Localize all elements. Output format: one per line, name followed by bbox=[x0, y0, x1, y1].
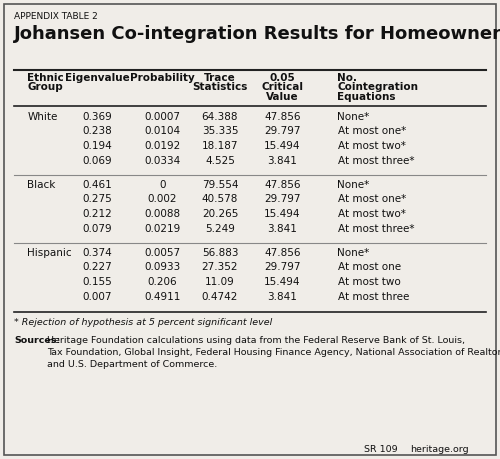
Text: 47.856: 47.856 bbox=[264, 248, 301, 258]
Text: 0.079: 0.079 bbox=[82, 224, 112, 234]
Text: 0.369: 0.369 bbox=[82, 112, 112, 122]
Text: 0.374: 0.374 bbox=[82, 248, 112, 258]
Text: 0.227: 0.227 bbox=[82, 263, 112, 273]
Text: 64.388: 64.388 bbox=[202, 112, 238, 122]
Text: 29.797: 29.797 bbox=[264, 263, 301, 273]
Text: SR 109: SR 109 bbox=[364, 445, 398, 454]
Text: 0.194: 0.194 bbox=[82, 141, 112, 151]
Text: 56.883: 56.883 bbox=[202, 248, 238, 258]
Text: 5.249: 5.249 bbox=[205, 224, 235, 234]
Text: 79.554: 79.554 bbox=[202, 180, 238, 190]
Text: None*: None* bbox=[338, 112, 370, 122]
Text: 47.856: 47.856 bbox=[264, 112, 301, 122]
Text: 3.841: 3.841 bbox=[268, 224, 298, 234]
Text: Black: Black bbox=[28, 180, 56, 190]
Text: At most two*: At most two* bbox=[338, 141, 406, 151]
Text: 0.0088: 0.0088 bbox=[144, 209, 180, 219]
Text: 0.069: 0.069 bbox=[82, 156, 112, 166]
Text: 3.841: 3.841 bbox=[268, 291, 298, 302]
Text: 40.578: 40.578 bbox=[202, 195, 238, 205]
Text: Heritage Foundation calculations using data from the Federal Reserve Bank of St.: Heritage Foundation calculations using d… bbox=[47, 336, 500, 369]
Text: * Rejection of hypothesis at 5 percent significant level: * Rejection of hypothesis at 5 percent s… bbox=[14, 318, 272, 327]
Text: White: White bbox=[28, 112, 58, 122]
Text: 0.155: 0.155 bbox=[82, 277, 112, 287]
Text: 15.494: 15.494 bbox=[264, 209, 301, 219]
Text: 0.0007: 0.0007 bbox=[144, 112, 180, 122]
Text: 0.461: 0.461 bbox=[82, 180, 112, 190]
Text: 0: 0 bbox=[159, 180, 166, 190]
FancyBboxPatch shape bbox=[4, 4, 496, 455]
Text: 47.856: 47.856 bbox=[264, 180, 301, 190]
Text: 18.187: 18.187 bbox=[202, 141, 238, 151]
Text: 4.525: 4.525 bbox=[205, 156, 235, 166]
Text: 29.797: 29.797 bbox=[264, 195, 301, 205]
Text: APPENDIX TABLE 2: APPENDIX TABLE 2 bbox=[14, 12, 98, 21]
Text: Hispanic: Hispanic bbox=[28, 248, 72, 258]
Text: heritage.org: heritage.org bbox=[410, 445, 469, 454]
Text: 0.4742: 0.4742 bbox=[202, 291, 238, 302]
Text: Cointegration: Cointegration bbox=[338, 83, 418, 93]
Text: 15.494: 15.494 bbox=[264, 141, 301, 151]
Text: At most three*: At most three* bbox=[338, 156, 414, 166]
Text: None*: None* bbox=[338, 248, 370, 258]
Text: Sources:: Sources: bbox=[14, 336, 60, 345]
Text: Johansen Co-integration Results for Homeownership: Johansen Co-integration Results for Home… bbox=[14, 25, 500, 43]
Text: 0.4911: 0.4911 bbox=[144, 291, 180, 302]
Text: 27.352: 27.352 bbox=[202, 263, 238, 273]
Text: At most one: At most one bbox=[338, 263, 400, 273]
Text: No.: No. bbox=[338, 73, 357, 83]
Text: At most one*: At most one* bbox=[338, 127, 406, 136]
Text: 0.0933: 0.0933 bbox=[144, 263, 180, 273]
Text: 29.797: 29.797 bbox=[264, 127, 301, 136]
Text: Statistics: Statistics bbox=[192, 83, 248, 93]
Text: 0.007: 0.007 bbox=[83, 291, 112, 302]
Text: 0.05: 0.05 bbox=[270, 73, 295, 83]
Text: Equations: Equations bbox=[338, 92, 396, 102]
Text: 0.002: 0.002 bbox=[148, 195, 177, 205]
Text: 0.0104: 0.0104 bbox=[144, 127, 180, 136]
Text: 3.841: 3.841 bbox=[268, 156, 298, 166]
Text: Ethnic: Ethnic bbox=[28, 73, 64, 83]
Text: At most one*: At most one* bbox=[338, 195, 406, 205]
Text: 20.265: 20.265 bbox=[202, 209, 238, 219]
Text: 0.206: 0.206 bbox=[148, 277, 178, 287]
Text: At most two: At most two bbox=[338, 277, 400, 287]
Text: Probability: Probability bbox=[130, 73, 195, 83]
Text: 0.0334: 0.0334 bbox=[144, 156, 180, 166]
Text: Eigenvalue: Eigenvalue bbox=[65, 73, 130, 83]
Text: 0.275: 0.275 bbox=[82, 195, 112, 205]
Text: 0.0219: 0.0219 bbox=[144, 224, 180, 234]
Text: 11.09: 11.09 bbox=[205, 277, 235, 287]
Text: At most three*: At most three* bbox=[338, 224, 414, 234]
Text: Critical: Critical bbox=[262, 83, 304, 93]
Text: Value: Value bbox=[266, 92, 299, 102]
Text: At most two*: At most two* bbox=[338, 209, 406, 219]
Text: 0.0057: 0.0057 bbox=[144, 248, 180, 258]
Text: 15.494: 15.494 bbox=[264, 277, 301, 287]
Text: Trace: Trace bbox=[204, 73, 236, 83]
Text: None*: None* bbox=[338, 180, 370, 190]
Text: At most three: At most three bbox=[338, 291, 409, 302]
Text: 35.335: 35.335 bbox=[202, 127, 238, 136]
Text: 0.212: 0.212 bbox=[82, 209, 112, 219]
Text: 0.0192: 0.0192 bbox=[144, 141, 180, 151]
Text: Group: Group bbox=[28, 83, 63, 93]
Text: 0.238: 0.238 bbox=[82, 127, 112, 136]
